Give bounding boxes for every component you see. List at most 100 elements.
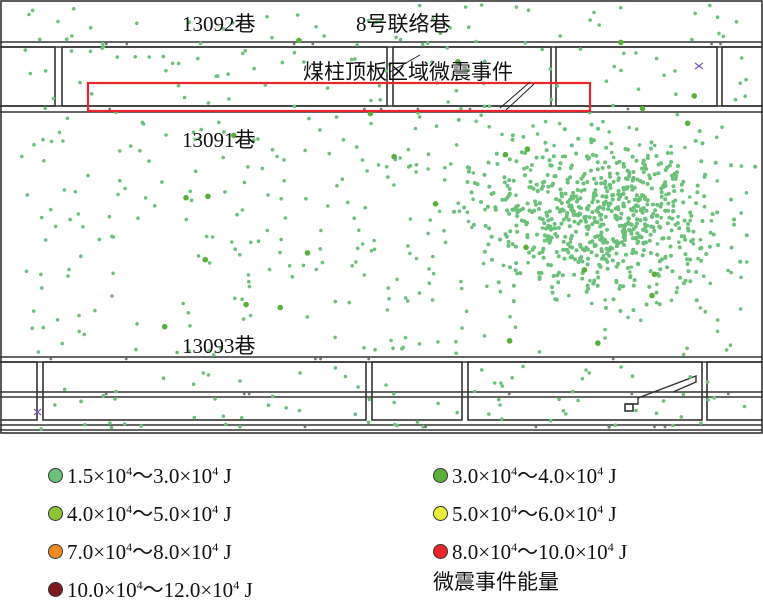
legend-swatch-icon — [48, 505, 63, 521]
event-dot — [523, 41, 528, 45]
event-dot — [649, 224, 654, 229]
event-dot — [659, 190, 664, 195]
event-dot — [514, 223, 519, 228]
event-dot — [694, 298, 699, 303]
event-dot — [594, 153, 599, 158]
event-dot — [199, 127, 203, 132]
event-dot — [610, 197, 615, 202]
event-dot — [744, 191, 749, 195]
event-dot — [489, 234, 494, 239]
event-dot — [184, 217, 189, 222]
event-dot — [392, 392, 396, 396]
event-dot — [702, 194, 707, 199]
event-dot — [314, 25, 318, 29]
event-dot — [525, 201, 530, 206]
event-dot — [631, 213, 636, 218]
event-dot — [719, 42, 722, 46]
event-dot — [589, 250, 594, 255]
event-dot — [634, 209, 639, 214]
event-dot — [694, 201, 698, 206]
event-dot — [369, 98, 373, 103]
event-dot — [682, 218, 687, 223]
event-dot — [541, 246, 546, 251]
event-dot — [193, 169, 198, 174]
event-dot — [604, 195, 609, 200]
event-dot — [515, 271, 519, 276]
event-dot — [666, 208, 671, 213]
event-dot — [426, 167, 430, 171]
event-dot — [578, 206, 583, 211]
event-dot — [631, 308, 636, 313]
event-dot — [603, 257, 608, 262]
event-dot — [263, 83, 268, 87]
event-dot — [479, 113, 484, 117]
event-dot — [365, 169, 369, 173]
event-dot — [529, 163, 534, 167]
event-dot — [292, 104, 297, 109]
event-dot — [604, 145, 609, 150]
event-dot — [76, 212, 81, 216]
event-dot — [487, 226, 492, 231]
event-dot — [191, 382, 196, 387]
label-roadway-13092: 13092巷 — [182, 12, 256, 36]
event-dot — [49, 139, 54, 144]
event-dot — [564, 215, 569, 220]
event-dot — [688, 218, 692, 223]
event-dot — [474, 119, 479, 123]
event-dot — [366, 420, 371, 425]
event-dot — [739, 211, 743, 215]
event-dot — [556, 280, 561, 285]
event-dot — [560, 194, 564, 199]
event-dot — [677, 240, 681, 244]
event-dot — [501, 263, 506, 268]
event-dot — [649, 146, 653, 151]
event-dot — [654, 300, 659, 305]
event-dot — [406, 165, 411, 169]
event-dot — [372, 21, 376, 25]
event-dot — [676, 214, 680, 219]
event-dot — [448, 26, 452, 30]
event-dot — [108, 107, 112, 111]
event-dot — [586, 286, 591, 291]
event-dot — [69, 49, 74, 53]
event-dot — [561, 409, 566, 413]
event-dot — [570, 389, 575, 394]
event-dot — [141, 122, 146, 126]
event-dot — [629, 265, 633, 269]
event-dot — [427, 281, 432, 286]
event-dot — [655, 252, 660, 257]
event-dot — [302, 60, 306, 64]
legend-item: 7.0×104～8.0×104 J — [48, 536, 232, 566]
event-dot — [186, 311, 191, 315]
event-dot — [681, 281, 686, 286]
event-dot — [347, 300, 352, 305]
event-dot — [39, 272, 43, 277]
event-dot — [734, 20, 739, 24]
event-dot — [616, 178, 620, 183]
event-dot — [574, 199, 579, 204]
event-dot — [378, 19, 383, 24]
event-dot — [618, 216, 623, 221]
event-dot — [674, 174, 679, 178]
event-dot — [505, 195, 510, 200]
event-dot — [526, 8, 531, 12]
event-dot — [540, 217, 545, 222]
event-dot — [88, 49, 93, 54]
event-dot — [744, 233, 749, 238]
event-dot — [526, 260, 530, 265]
event-dot — [256, 239, 261, 243]
event-dot — [247, 279, 251, 284]
event-dot — [333, 299, 338, 304]
event-dot — [745, 260, 749, 264]
event-dot — [456, 201, 461, 206]
event-dot — [222, 27, 226, 31]
event-dot — [341, 138, 346, 142]
event-dot — [622, 227, 627, 232]
event-dot — [641, 180, 646, 185]
event-dot — [640, 253, 645, 258]
event-dot — [213, 397, 217, 401]
event-dot — [206, 373, 211, 377]
event-dot — [629, 229, 634, 234]
event-dot — [242, 180, 247, 185]
event-dot — [136, 216, 140, 220]
